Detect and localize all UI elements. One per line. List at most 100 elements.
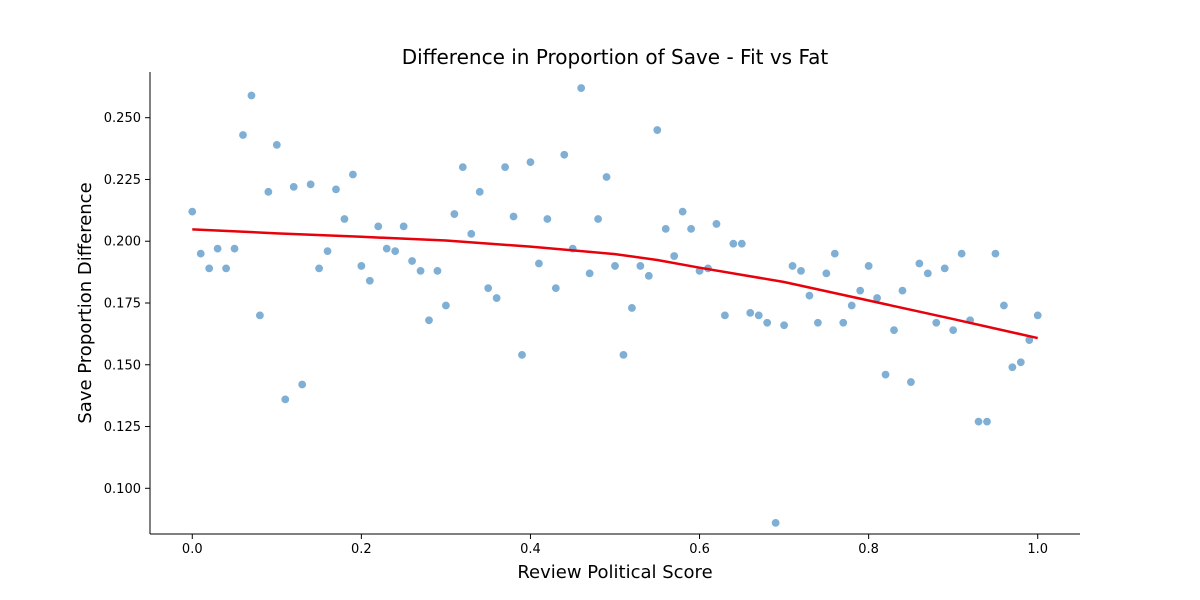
data-point [272, 140, 282, 150]
data-point [238, 130, 248, 140]
data-point [382, 244, 392, 254]
data-point [720, 310, 730, 320]
data-point [635, 261, 645, 271]
data-point [830, 249, 840, 259]
data-point [525, 157, 535, 167]
data-point [881, 370, 891, 380]
data-point [711, 219, 721, 229]
data-point [492, 293, 502, 303]
x-axis-label: Review Political Score [517, 562, 712, 583]
data-point [610, 261, 620, 271]
data-point [458, 162, 468, 172]
data-point [289, 182, 299, 192]
data-point [948, 325, 958, 335]
data-point [669, 251, 679, 261]
data-point [847, 300, 857, 310]
x-tick-label: 0.8 [858, 542, 879, 557]
data-point [230, 244, 240, 254]
x-tick-label: 0.0 [182, 542, 203, 557]
y-tick-label: 0.100 [104, 482, 141, 497]
data-point [923, 268, 933, 278]
data-point [517, 350, 527, 360]
data-point [796, 266, 806, 276]
data-point [661, 224, 671, 234]
data-point [737, 239, 747, 249]
data-point [889, 325, 899, 335]
y-tick-label: 0.125 [104, 420, 141, 435]
data-point [356, 261, 366, 271]
y-tick-label: 0.225 [104, 173, 141, 188]
y-tick-label: 0.150 [104, 358, 141, 373]
data-point [728, 239, 738, 249]
data-point [813, 318, 823, 328]
data-point [804, 291, 814, 301]
data-point [974, 417, 984, 427]
data-point [297, 380, 307, 390]
data-point [221, 263, 231, 273]
y-tick-label: 0.175 [104, 297, 141, 312]
data-point [644, 271, 654, 281]
data-point [187, 207, 197, 217]
data-point [897, 286, 907, 296]
data-point [821, 268, 831, 278]
data-point [424, 315, 434, 325]
data-point [314, 263, 324, 273]
data-point [475, 187, 485, 197]
data-point [779, 320, 789, 330]
x-tick-label: 1.0 [1027, 542, 1048, 557]
data-point [348, 170, 358, 180]
data-point [466, 229, 476, 239]
chart-title: Difference in Proportion of Save - Fit v… [402, 45, 829, 69]
data-point [838, 318, 848, 328]
data-point [390, 246, 400, 256]
data-point [686, 224, 696, 234]
data-point [559, 150, 569, 160]
data-point [280, 394, 290, 404]
data-point [551, 283, 561, 293]
data-point [1016, 357, 1026, 367]
data-point [957, 249, 967, 259]
data-point [323, 246, 333, 256]
data-point [483, 283, 493, 293]
data-point [602, 172, 612, 182]
data-point [982, 417, 992, 427]
data-point [441, 300, 451, 310]
data-point [576, 83, 586, 93]
data-point [678, 207, 688, 217]
data-point [999, 300, 1009, 310]
data-point [542, 214, 552, 224]
scatter-points [187, 83, 1043, 528]
y-tick-label: 0.200 [104, 235, 141, 250]
y-tick-label: 0.250 [104, 111, 141, 126]
data-point [509, 212, 519, 222]
data-point [593, 214, 603, 224]
data-point [432, 266, 442, 276]
data-point [263, 187, 273, 197]
y-axis-ticks: 0.100 0.125 0.150 0.175 0.200 0.225 0.250 [104, 111, 150, 497]
data-point [407, 256, 417, 266]
data-point [500, 162, 510, 172]
data-point [399, 221, 409, 231]
data-point [914, 258, 924, 268]
data-point [652, 125, 662, 135]
data-point [204, 263, 214, 273]
y-axis-label: Save Proportion Difference [75, 182, 96, 423]
data-point [931, 318, 941, 328]
data-point [213, 244, 223, 254]
data-point [449, 209, 459, 219]
data-point [745, 308, 755, 318]
data-point [306, 179, 316, 189]
x-tick-label: 0.4 [520, 542, 541, 557]
data-point [365, 276, 375, 286]
data-point [339, 214, 349, 224]
data-point [585, 268, 595, 278]
trend-line [192, 228, 1039, 340]
data-point [762, 318, 772, 328]
data-point [940, 263, 950, 273]
data-point [1007, 362, 1017, 372]
x-axis-ticks: 0.0 0.2 0.4 0.6 0.8 1.0 [182, 534, 1048, 557]
data-point [331, 184, 341, 194]
data-point [754, 310, 764, 320]
x-tick-label: 0.2 [351, 542, 372, 557]
data-point [246, 90, 256, 100]
